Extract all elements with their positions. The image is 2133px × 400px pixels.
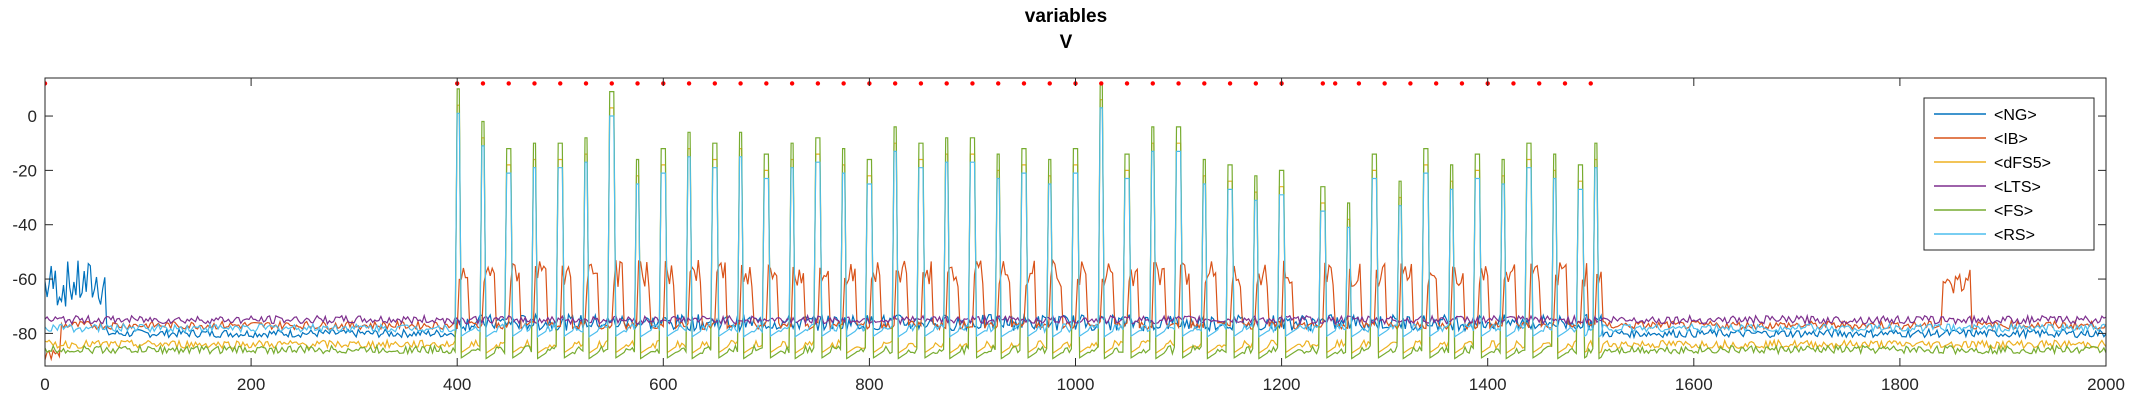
series-line xyxy=(45,258,2106,362)
spike-marker xyxy=(1562,81,1568,86)
x-tick-label: 1400 xyxy=(1469,375,1507,394)
series-line xyxy=(45,82,2106,360)
y-axis: 0 -20 -40 -60 -80 xyxy=(12,107,2106,343)
series-line xyxy=(45,107,2106,338)
spike-marker xyxy=(1099,81,1104,86)
x-tick-label: 400 xyxy=(443,375,471,394)
legend: <NG> <IB> <dFS5> <LTS> <FS> <RS> xyxy=(1923,97,2095,251)
spike-marker xyxy=(1433,81,1439,86)
x-tick-label: 1800 xyxy=(1881,375,1919,394)
legend-box xyxy=(1923,97,2095,251)
spike-marker xyxy=(815,81,821,86)
spike-marker xyxy=(1124,81,1130,86)
spike-marker xyxy=(1176,81,1181,86)
spike-marker xyxy=(892,81,898,86)
spike-marker xyxy=(1588,81,1593,86)
spike-marker xyxy=(1150,81,1155,86)
spike-marker xyxy=(996,81,1001,86)
y-tick-label: -60 xyxy=(12,270,37,289)
spike-marker xyxy=(1320,81,1326,86)
y-tick-label: -20 xyxy=(12,161,37,180)
legend-label: <RS> xyxy=(1994,227,2035,244)
spike-marker xyxy=(1227,81,1233,86)
spike-marker xyxy=(583,81,589,86)
series-line xyxy=(45,260,2106,340)
spike-marker xyxy=(841,81,846,86)
spike-marker xyxy=(558,81,563,86)
x-axis: 0 200 400 600 800 1000 1200 1400 1600 1800 2000 xyxy=(40,78,2125,394)
spike-marker xyxy=(789,81,795,86)
spike-marker xyxy=(609,81,614,86)
x-tick-label: 600 xyxy=(649,375,677,394)
spike-marker xyxy=(1253,81,1259,86)
x-tick-label: 1000 xyxy=(1057,375,1095,394)
spike-marker xyxy=(1332,81,1338,86)
spike-marker xyxy=(1202,81,1207,86)
x-tick-label: 1600 xyxy=(1675,375,1713,394)
spike-marker xyxy=(635,81,640,86)
spike-marker xyxy=(944,81,949,86)
spike-marker xyxy=(506,81,511,86)
spike-marker xyxy=(1047,81,1052,86)
spike-marker xyxy=(970,81,975,86)
spike-marker xyxy=(480,81,486,86)
spike-marker xyxy=(1382,81,1387,86)
spike-marker xyxy=(738,81,743,86)
spike-marker xyxy=(45,81,48,86)
legend-label: <LTS> xyxy=(1994,179,2041,196)
spike-marker xyxy=(1021,81,1027,86)
x-tick-label: 200 xyxy=(237,375,265,394)
legend-label: <NG> xyxy=(1994,107,2037,124)
plot-area xyxy=(45,81,2106,362)
series-line xyxy=(45,313,2106,327)
y-tick-label: -80 xyxy=(12,324,37,343)
x-tick-label: 800 xyxy=(855,375,883,394)
legend-label: <FS> xyxy=(1994,203,2033,220)
spike-marker xyxy=(1459,81,1465,86)
spike-marker xyxy=(1356,81,1362,86)
spike-marker xyxy=(686,81,692,86)
x-tick-label: 0 xyxy=(40,375,49,394)
y-tick-label: -40 xyxy=(12,216,37,235)
spike-marker xyxy=(764,81,769,86)
spike-marker xyxy=(1408,81,1413,86)
series-line xyxy=(45,99,2106,355)
y-tick-label: 0 xyxy=(28,107,37,126)
legend-label: <dFS5> xyxy=(1994,155,2051,172)
spike-marker xyxy=(1537,81,1542,86)
spike-marker xyxy=(918,81,924,86)
chart-title: variables xyxy=(1025,6,1107,27)
spike-marker xyxy=(712,81,718,86)
x-tick-label: 2000 xyxy=(2087,375,2125,394)
spike-marker xyxy=(1511,81,1516,86)
spike-marker xyxy=(532,81,537,86)
x-tick-label: 1200 xyxy=(1263,375,1301,394)
chart-subtitle: V xyxy=(1060,32,1073,53)
legend-label: <IB> xyxy=(1994,131,2028,148)
